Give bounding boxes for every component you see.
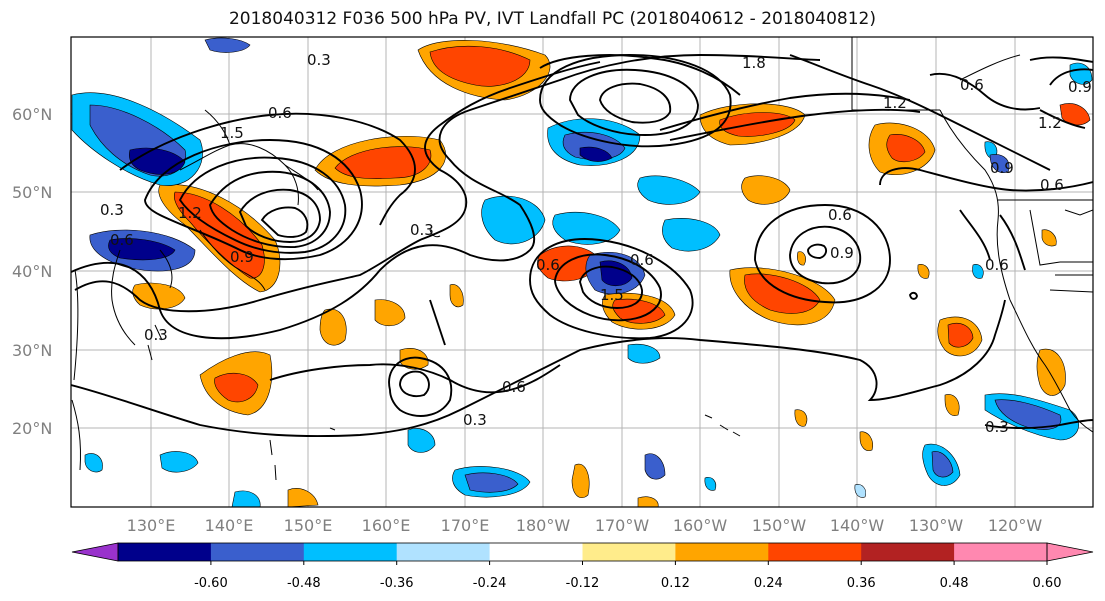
- colorbar-tick-label: -0.36: [380, 576, 414, 591]
- contour-label: 0.3: [100, 201, 124, 219]
- contour-label: 0.3: [985, 418, 1009, 436]
- colorbar-tick-label: 0.60: [1033, 576, 1062, 591]
- gridlines: [71, 37, 1093, 507]
- lat-label: 60°N: [12, 105, 52, 124]
- colorbar-swatch: [954, 543, 1048, 561]
- lon-label: 120°W: [988, 516, 1043, 535]
- contour-label: 0.6: [536, 256, 560, 274]
- contour-label: 1.5: [600, 286, 624, 304]
- lon-label: 160°E: [362, 516, 411, 535]
- colorbar: -0.60 -0.48 -0.36 -0.24 -0.12 0.12 0.24 0.36 0.4…: [71, 542, 1094, 591]
- contour-label: 0.6: [268, 104, 292, 122]
- lon-label: 180°W: [516, 516, 571, 535]
- contour-label: 1.2: [178, 204, 202, 222]
- contour-label: 0.3: [410, 221, 434, 239]
- lat-label: 30°N: [12, 341, 52, 360]
- triangle-right-icon: [1046, 542, 1094, 562]
- longitude-labels: 130°E 140°E 150°E 160°E 170°E 180°W 170°…: [127, 516, 1043, 535]
- colorbar-tick-label: 0.48: [940, 576, 969, 591]
- contour-label: 0.9: [990, 159, 1014, 177]
- lon-label: 150°W: [752, 516, 807, 535]
- map-frame: [70, 36, 1094, 508]
- colorbar-ticks: -0.60 -0.48 -0.36 -0.24 -0.12 0.12 0.24 0.36 0.4…: [194, 561, 1061, 591]
- lat-label: 50°N: [12, 183, 52, 202]
- contour-label: 0.9: [830, 244, 854, 262]
- colorbar-tick-label: -0.12: [566, 576, 600, 591]
- contour-label: 1.8: [742, 54, 766, 72]
- triangle-left-icon: [71, 542, 119, 562]
- contour-label: 0.6: [828, 206, 852, 224]
- contour-label: 1.2: [883, 94, 907, 112]
- contour-label: 0.9: [230, 248, 254, 266]
- colorbar-tick-label: -0.24: [473, 576, 507, 591]
- colorbar-tick-label: -0.48: [287, 576, 321, 591]
- latitude-labels: 60°N 50°N 40°N 30°N 20°N: [12, 105, 52, 438]
- colorbar-swatch: [210, 543, 305, 561]
- pv-contours: [71, 54, 1093, 438]
- colorbar-swatches: [118, 543, 1048, 561]
- lon-label: 130°W: [909, 516, 964, 535]
- lon-label: 140°E: [205, 516, 254, 535]
- contour-label: 0.3: [144, 326, 168, 344]
- colorbar-swatch: [118, 543, 212, 561]
- colorbar-tick-label: 0.12: [661, 576, 690, 591]
- ivt-shading: [71, 37, 1093, 507]
- colorbar-tick-label: 0.24: [754, 576, 783, 591]
- contour-label: 0.6: [1040, 176, 1064, 194]
- contour-label: 0.6: [110, 231, 134, 249]
- lon-label: 150°E: [284, 516, 333, 535]
- colorbar-swatch: [489, 543, 583, 561]
- lon-label: 130°E: [127, 516, 176, 535]
- colorbar-swatch: [303, 543, 398, 561]
- contour-label: 0.3: [307, 51, 331, 69]
- colorbar-tick-label: -0.60: [194, 576, 228, 591]
- contour-label: 0.6: [960, 76, 984, 94]
- colorbar-swatch: [768, 543, 862, 561]
- colorbar-swatch: [675, 543, 769, 561]
- contour-label: 1.2: [1038, 114, 1062, 132]
- lon-label: 170°W: [595, 516, 650, 535]
- lon-label: 160°W: [673, 516, 728, 535]
- lat-label: 20°N: [12, 419, 52, 438]
- contour-label: 0.6: [502, 378, 526, 396]
- contour-label: 0.9: [1068, 78, 1092, 96]
- contour-labels: 0.3 0.6 1.2 1.8 0.9 1.5 0.6 0.3 0.6 0.3 …: [100, 51, 1092, 436]
- colorbar-swatch: [396, 543, 491, 561]
- colorbar-swatch: [861, 543, 955, 561]
- lon-label: 140°W: [830, 516, 885, 535]
- contour-label: 1.5: [220, 124, 244, 142]
- map-title: 2018040312 F036 500 hPa PV, IVT Landfall…: [228, 9, 876, 29]
- colorbar-tick-label: 0.36: [847, 576, 876, 591]
- lat-label: 40°N: [12, 262, 52, 281]
- colorbar-swatch: [582, 543, 676, 561]
- lon-label: 170°E: [441, 516, 490, 535]
- map-content: 0.3 0.6 1.2 1.8 0.9 1.5 0.6 0.3 0.6 0.3 …: [71, 37, 1093, 507]
- contour-label: 0.3: [463, 411, 487, 429]
- contour-label: 0.6: [985, 256, 1009, 274]
- contour-label: 0.6: [630, 251, 654, 269]
